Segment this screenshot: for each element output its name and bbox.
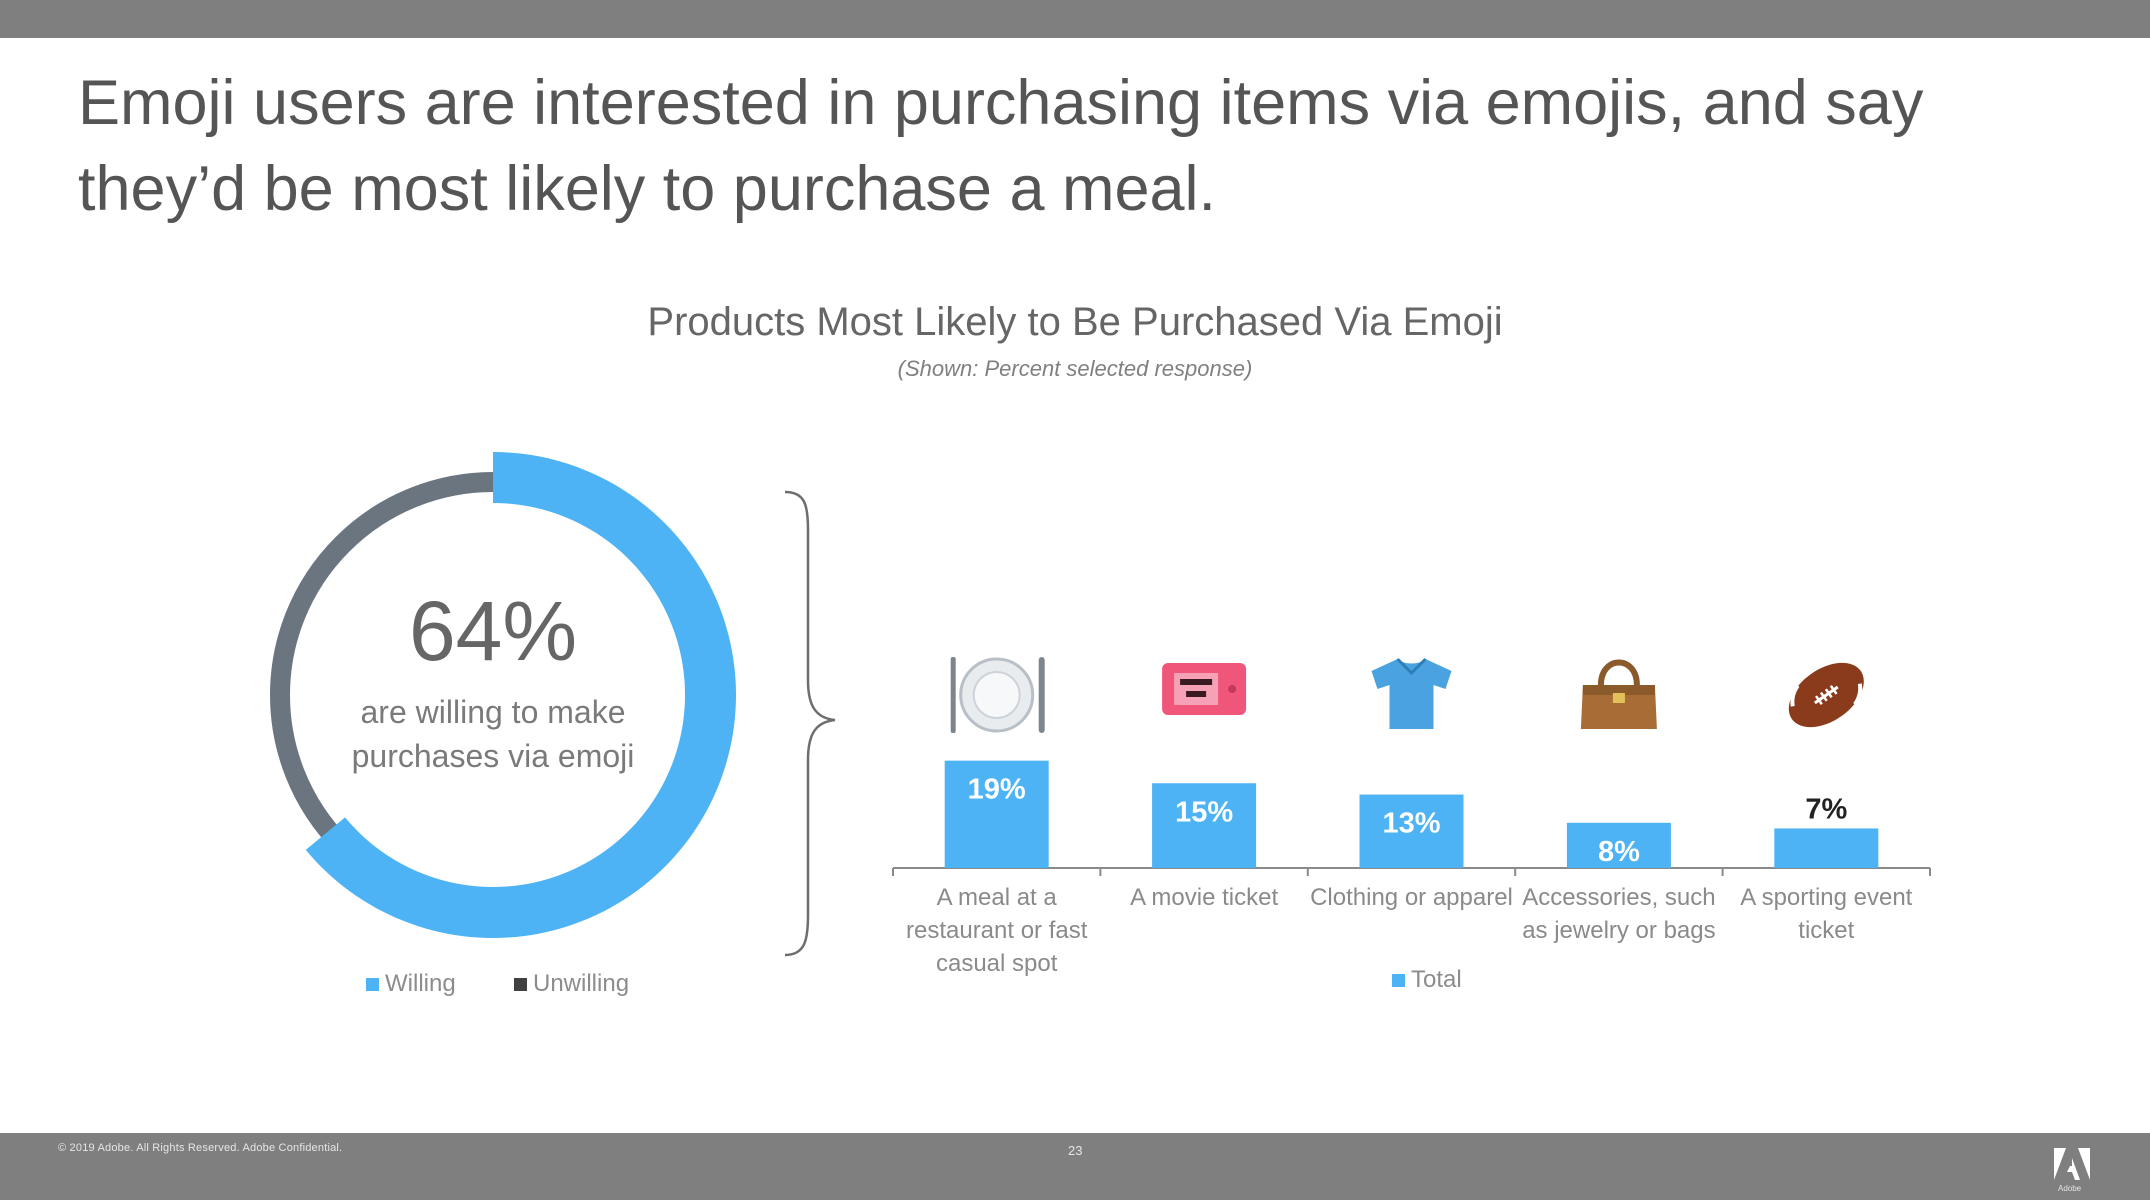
bar-1 [944, 760, 1049, 868]
football-lace [1829, 685, 1838, 695]
chart-title: Products Most Likely to Be Purchased Via… [647, 300, 1503, 344]
shirt-icon [1371, 657, 1452, 729]
ticket-text-1 [1180, 679, 1213, 685]
category-label: A sporting event [1740, 884, 1912, 911]
bar-data-label: 19% [968, 774, 1026, 806]
page-number: 23 [1068, 1143, 1083, 1158]
category-label: A movie ticket [1130, 884, 1278, 911]
bracket-brace [784, 490, 836, 957]
category-label: Clothing or apparel [1310, 884, 1513, 911]
bar-4 [1566, 822, 1671, 868]
bag-body [1580, 685, 1657, 729]
legend-item-willing: Willing [366, 970, 456, 998]
logo-text: Adobe [2058, 1184, 2082, 1193]
bar-data-label: 13% [1382, 808, 1440, 840]
legend-label-willing: Willing [385, 970, 456, 997]
legend-label-total: Total [1411, 966, 1462, 993]
ticket-icon [1162, 663, 1247, 715]
shirt-collar [1396, 657, 1427, 676]
top-bar [0, 0, 2150, 38]
legend-item-total: Total [1392, 966, 1462, 994]
bag-flap [1582, 685, 1655, 695]
legend-swatch-willing [366, 977, 379, 991]
plate-center [972, 671, 1021, 719]
donut-slice-willing [305, 452, 736, 938]
chart-subtitle: (Shown: Percent selected response) [897, 356, 1253, 381]
legend-label-unwilling: Unwilling [533, 970, 630, 997]
category-label: as jewelry or bags [1522, 917, 1715, 944]
ticket-dot [1228, 685, 1237, 693]
knife [1038, 657, 1045, 733]
bar-5 [1774, 828, 1879, 868]
bar-3 [1359, 794, 1464, 868]
category-label: casual spot [936, 950, 1058, 977]
donut-center-text: purchases via emoji [352, 738, 635, 774]
handbag-icon [1580, 659, 1657, 729]
bar-2 [1152, 783, 1257, 868]
football-lace [1815, 695, 1823, 705]
legend-swatch-unwilling [514, 977, 527, 991]
fork [950, 657, 956, 733]
bar-data-label: 8% [1598, 836, 1640, 868]
fork-knife-plate-icon [950, 657, 1045, 733]
donut-center-text: are willing to make [361, 694, 626, 730]
footer-copyright: © 2019 Adobe. All Rights Reserved. Adobe… [58, 1142, 343, 1154]
football-lace [1824, 688, 1833, 699]
bag-handle [1597, 659, 1640, 686]
category-label: restaurant or fast [906, 917, 1088, 944]
donut-center-value: 64% [409, 584, 577, 678]
bar-data-label: 7% [1805, 793, 1847, 825]
ticket-window [1174, 673, 1219, 705]
bag-clasp [1612, 693, 1625, 703]
category-label: ticket [1798, 917, 1854, 944]
football-icon [1788, 662, 1864, 728]
legend-item-unwilling: Unwilling [514, 970, 629, 998]
legend-swatch-total [1392, 973, 1405, 987]
football-lace [1819, 691, 1828, 702]
shirt-body [1371, 659, 1452, 729]
category-label: Accessories, such [1522, 884, 1715, 911]
footer-bar [0, 1133, 2150, 1200]
ticket-text-2 [1186, 691, 1207, 697]
bar-data-label: 15% [1175, 796, 1233, 828]
category-label: A meal at a [937, 884, 1058, 911]
headline: Emoji users are interested in purchasing… [78, 68, 1924, 224]
football-stripes [1790, 683, 1863, 707]
adobe-logo-icon [2054, 1148, 2090, 1180]
